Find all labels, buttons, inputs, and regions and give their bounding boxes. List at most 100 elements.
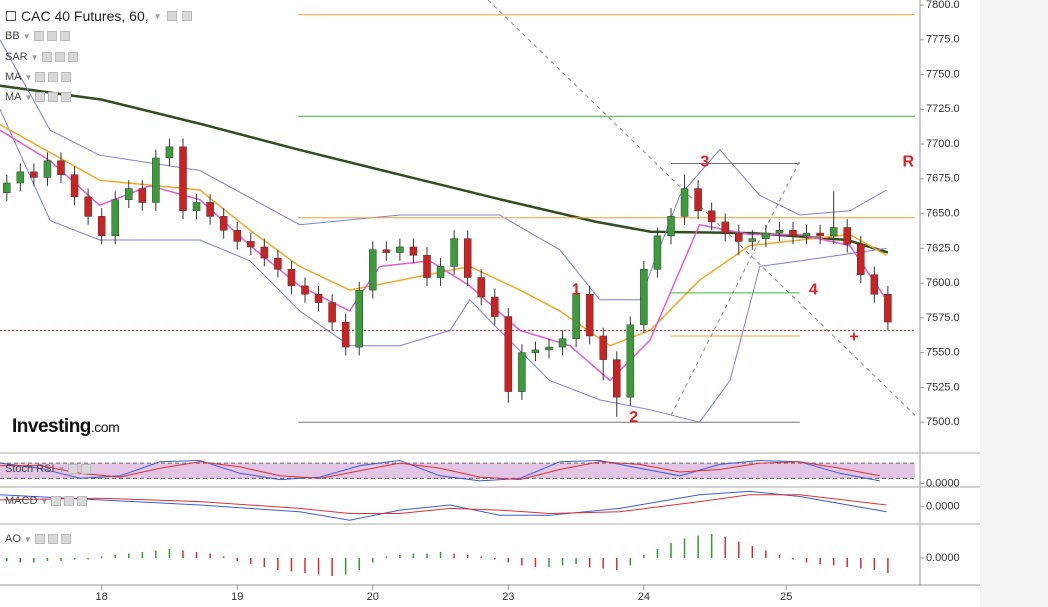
logo: Investing.com xyxy=(12,416,120,438)
candle-body xyxy=(531,349,540,353)
side-margin xyxy=(980,0,1048,607)
y-tick-label: 7725.0 xyxy=(926,103,960,115)
candle-body xyxy=(125,188,133,200)
close-icon[interactable] xyxy=(67,52,78,62)
eye-icon[interactable] xyxy=(51,496,62,506)
gear-icon[interactable] xyxy=(47,534,58,544)
annotation: 2 xyxy=(629,409,638,426)
candle-body xyxy=(314,294,323,303)
logo-text: Investing xyxy=(12,416,91,437)
chart-header: CAC 40 Futures, 60, ▼ xyxy=(6,8,192,24)
candle-body xyxy=(233,230,241,242)
candle-body xyxy=(694,188,702,212)
eye-icon[interactable] xyxy=(41,52,52,62)
panel-row: Stoch RSI ▼ xyxy=(5,463,92,475)
y-tick-label: 7800.0 xyxy=(926,0,960,11)
gear-icon[interactable] xyxy=(48,72,59,82)
y-tick-label: 0.0000 xyxy=(926,552,960,564)
candle-body xyxy=(436,266,445,278)
candle-body xyxy=(287,268,296,287)
eye-icon[interactable] xyxy=(68,464,79,474)
indicator-line xyxy=(0,494,887,515)
eye-icon[interactable] xyxy=(166,11,177,21)
indicator-label: SAR xyxy=(5,51,28,63)
x-tick-label: 19 xyxy=(231,591,243,603)
candle-body xyxy=(138,188,147,203)
candle-body xyxy=(369,249,377,291)
indicator-label: MA xyxy=(5,71,22,83)
annotation: R xyxy=(902,153,914,170)
candle-body xyxy=(247,241,255,248)
eye-icon[interactable] xyxy=(33,31,44,41)
candle-body xyxy=(735,232,743,242)
y-tick-label: 7525.0 xyxy=(926,381,960,393)
annotation: 1 xyxy=(572,281,581,298)
x-tick-label: 23 xyxy=(502,591,514,603)
eye-icon[interactable] xyxy=(35,92,46,102)
candle-body xyxy=(152,157,160,203)
candle-body xyxy=(260,246,269,259)
candle-body xyxy=(111,199,119,237)
candle-body xyxy=(450,238,458,267)
candle-body xyxy=(409,246,418,256)
logo-suffix: .com xyxy=(90,419,120,435)
annotation: 3 xyxy=(700,153,709,170)
y-tick-label: 0.0000 xyxy=(926,477,960,489)
close-icon[interactable] xyxy=(77,496,88,506)
panel-label: MACD xyxy=(5,495,38,507)
y-tick-label: 7500.0 xyxy=(926,416,960,428)
gear-icon[interactable] xyxy=(54,52,65,62)
close-icon[interactable] xyxy=(61,72,72,82)
indicator-row: BB ▼ xyxy=(5,30,70,42)
candle-body xyxy=(70,174,79,198)
eye-icon[interactable] xyxy=(35,72,46,82)
annotation: 4 xyxy=(809,281,818,298)
candle-body xyxy=(721,221,729,234)
gear-icon[interactable] xyxy=(81,464,92,474)
close-icon[interactable] xyxy=(61,92,72,102)
gear-icon[interactable] xyxy=(46,31,57,41)
candle-body xyxy=(463,238,472,278)
candle-body xyxy=(775,230,784,234)
candle-body xyxy=(274,257,282,270)
collapse-box[interactable] xyxy=(6,11,16,21)
candle-body xyxy=(43,160,52,178)
close-icon[interactable] xyxy=(60,534,71,544)
gear-icon[interactable] xyxy=(64,496,75,506)
x-tick-label: 18 xyxy=(96,591,108,603)
indicator-line xyxy=(0,490,887,521)
candle-body xyxy=(179,146,187,212)
panel-label: Stoch RSI xyxy=(5,463,55,475)
candle-body xyxy=(504,316,513,392)
candle-body xyxy=(626,324,635,398)
y-tick-label: 7650.0 xyxy=(926,208,960,220)
candle-body xyxy=(762,232,770,239)
candle-body xyxy=(16,171,25,184)
x-tick-label: 25 xyxy=(780,591,792,603)
candle-body xyxy=(829,227,838,237)
y-tick-label: 7775.0 xyxy=(926,34,960,46)
y-tick-label: 7700.0 xyxy=(926,138,960,150)
candle-body xyxy=(545,346,553,351)
candle-body xyxy=(680,188,689,217)
close-icon[interactable] xyxy=(59,31,70,41)
candle-body xyxy=(219,216,228,231)
candle-body xyxy=(884,294,892,323)
y-tick-label: 7750.0 xyxy=(926,68,960,80)
candle-body xyxy=(802,232,811,237)
y-tick-label: 0.0000 xyxy=(926,501,960,513)
eye-icon[interactable] xyxy=(34,534,45,544)
candle-body xyxy=(97,216,106,237)
candle-body xyxy=(192,202,201,212)
candle-body xyxy=(423,255,431,278)
indicator-line xyxy=(0,129,888,382)
panel-label: AO xyxy=(5,533,21,545)
x-tick-label: 24 xyxy=(638,591,650,603)
candle-body xyxy=(165,146,174,159)
panel-row: MACD ▼ xyxy=(5,495,88,507)
indicator-label: MA xyxy=(5,91,22,103)
indicator-row: MA ▼ xyxy=(5,91,72,103)
gear-icon[interactable] xyxy=(181,11,192,21)
gear-icon[interactable] xyxy=(48,92,59,102)
candle-body xyxy=(653,235,662,270)
